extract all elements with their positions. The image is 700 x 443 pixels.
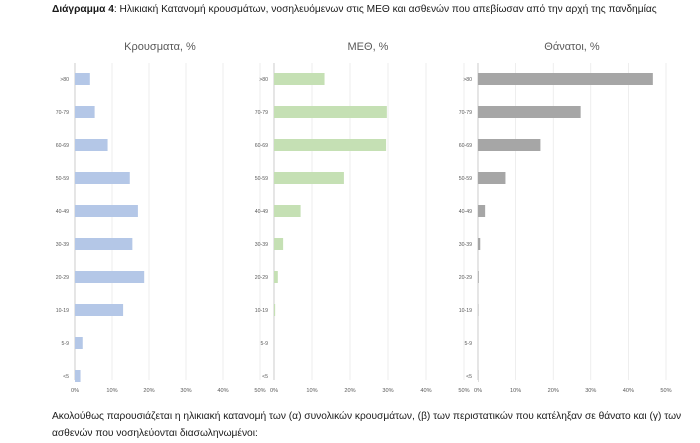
- x-tick-label: 20%: [143, 388, 154, 394]
- bar-2-5: [478, 238, 481, 250]
- category-label: 40-49: [255, 209, 268, 215]
- x-tick-label: 40%: [217, 388, 228, 394]
- bar-1-1: [274, 106, 387, 118]
- category-label: 30-39: [56, 242, 69, 248]
- x-tick-label: 10%: [510, 388, 521, 394]
- x-tick-label: 0%: [71, 388, 79, 394]
- category-label: <5: [63, 374, 69, 380]
- category-label: 30-39: [459, 242, 472, 248]
- category-label: 50-59: [255, 176, 268, 182]
- bar-1-5: [274, 238, 284, 250]
- category-label: 60-69: [56, 143, 69, 149]
- bar-0-6: [75, 271, 145, 283]
- bar-2-6: [478, 271, 479, 283]
- category-label: 40-49: [459, 209, 472, 215]
- figure-caption-text: : Ηλικιακή Κατανομή κρουσμάτων, νοσηλευό…: [113, 4, 657, 15]
- footer-paragraph: Ακολούθως παρουσιάζεται η ηλικιακή καταν…: [52, 411, 682, 439]
- bar-0-3: [75, 172, 130, 184]
- category-label: >80: [259, 77, 268, 83]
- category-label: 70-79: [255, 110, 268, 116]
- panel-title: Κρουσματα, %: [124, 41, 196, 53]
- bar-1-0: [274, 73, 325, 85]
- category-label: <5: [466, 374, 472, 380]
- panel-title: ΜΕΘ, %: [348, 41, 389, 53]
- bar-0-0: [75, 73, 90, 85]
- bar-0-9: [75, 370, 81, 382]
- category-label: 70-79: [459, 110, 472, 116]
- bar-1-6: [274, 271, 278, 283]
- category-label: 10-19: [255, 308, 268, 314]
- x-tick-label: 20%: [548, 388, 559, 394]
- x-tick-label: 40%: [623, 388, 634, 394]
- bar-0-4: [75, 205, 138, 217]
- category-label: 70-79: [56, 110, 69, 116]
- category-label: 5-9: [261, 341, 269, 347]
- x-tick-label: 30%: [180, 388, 191, 394]
- bar-1-2: [274, 139, 387, 151]
- category-label: 60-69: [459, 143, 472, 149]
- bar-2-3: [478, 172, 506, 184]
- x-tick-label: 50%: [254, 388, 265, 394]
- category-label: 60-69: [255, 143, 268, 149]
- category-label: <5: [262, 374, 268, 380]
- bar-1-4: [274, 205, 301, 217]
- category-label: 30-39: [255, 242, 268, 248]
- bar-0-1: [75, 106, 95, 118]
- bar-2-0: [478, 73, 653, 85]
- figure-caption-prefix: Διάγραμμα 4: [52, 4, 114, 15]
- x-tick-label: 10%: [306, 388, 317, 394]
- category-label: >80: [60, 77, 69, 83]
- x-tick-label: 50%: [660, 388, 671, 394]
- x-tick-label: 40%: [420, 388, 431, 394]
- x-tick-label: 10%: [106, 388, 117, 394]
- category-label: 50-59: [56, 176, 69, 182]
- x-tick-label: 50%: [458, 388, 469, 394]
- bar-0-7: [75, 304, 124, 316]
- x-tick-label: 0%: [474, 388, 482, 394]
- bar-1-3: [274, 172, 344, 184]
- category-label: 5-9: [465, 341, 473, 347]
- x-tick-label: 20%: [344, 388, 355, 394]
- bar-0-2: [75, 139, 108, 151]
- category-label: 20-29: [255, 275, 268, 281]
- category-label: >80: [463, 77, 472, 83]
- category-label: 20-29: [459, 275, 472, 281]
- bar-2-4: [478, 205, 486, 217]
- bar-2-2: [478, 139, 541, 151]
- category-label: 5-9: [62, 341, 70, 347]
- category-label: 40-49: [56, 209, 69, 215]
- category-label: 20-29: [56, 275, 69, 281]
- category-label: 50-59: [459, 176, 472, 182]
- x-tick-label: 30%: [585, 388, 596, 394]
- category-label: 10-19: [459, 308, 472, 314]
- x-tick-label: 0%: [270, 388, 278, 394]
- category-label: 10-19: [56, 308, 69, 314]
- bar-0-8: [75, 337, 83, 349]
- bar-0-5: [75, 238, 133, 250]
- x-tick-label: 30%: [382, 388, 393, 394]
- figure-caption: Διάγραμμα 4: Ηλικιακή Κατανομή κρουσμάτω…: [52, 4, 657, 15]
- panel-title: Θάνατοι, %: [544, 41, 600, 53]
- bar-1-7: [274, 304, 276, 316]
- bar-2-1: [478, 106, 581, 118]
